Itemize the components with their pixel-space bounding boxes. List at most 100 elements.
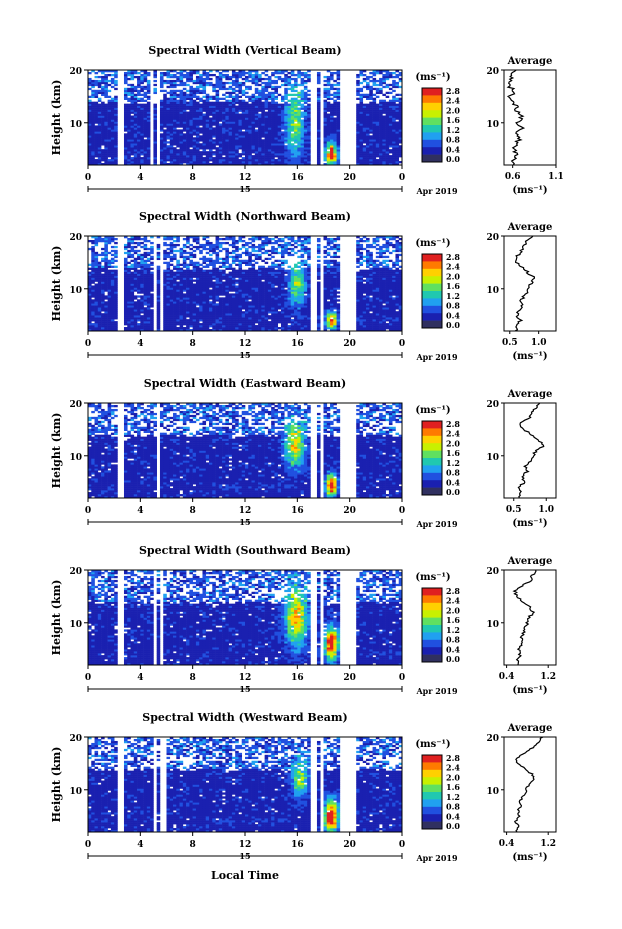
heatmap-cell: [130, 309, 135, 312]
heatmap-cell: [189, 319, 193, 322]
heatmap-cell: [362, 151, 367, 154]
heatmap-cell: [395, 147, 400, 150]
heatmap-cell: [192, 93, 197, 97]
heatmap-cell: [218, 115, 223, 118]
heatmap-cell: [182, 285, 187, 288]
heatmap-cell: [94, 79, 99, 83]
heatmap-cell: [356, 109, 360, 112]
heatmap-cell: [101, 247, 105, 251]
heatmap-cell: [146, 317, 151, 320]
heatmap-cell: [140, 103, 144, 106]
heatmap-cell: [241, 147, 246, 150]
heatmap-cell: [366, 109, 370, 112]
heatmap-cell: [251, 77, 256, 81]
heatmap-cell: [231, 97, 236, 100]
heatmap-cell: [104, 261, 108, 265]
heatmap-cell: [173, 139, 177, 142]
heatmap-cell: [333, 127, 337, 130]
heatmap-cell: [248, 123, 252, 126]
heatmap-cell: [356, 73, 360, 77]
heatmap-cell: [212, 89, 216, 93]
heatmap-cell: [356, 83, 360, 87]
heatmap-cell: [179, 79, 184, 83]
heatmap-cell: [101, 313, 105, 316]
heatmap-cell: [88, 163, 92, 166]
heatmap-cell: [316, 153, 321, 156]
heatmap-cell: [231, 153, 236, 156]
heatmap-cell: [192, 309, 197, 312]
heatmap-cell: [130, 279, 135, 282]
heatmap-cell: [388, 139, 393, 142]
heatmap-cell: [156, 307, 161, 310]
heatmap-cell: [143, 107, 148, 110]
heatmap-cell: [104, 239, 108, 243]
heatmap-cell: [284, 93, 288, 97]
heatmap-cell: [398, 155, 403, 158]
heatmap-cell: [258, 107, 262, 110]
heatmap-cell: [264, 85, 269, 89]
heatmap-cell: [94, 119, 99, 122]
heatmap-cell: [297, 119, 301, 122]
heatmap-cell: [179, 303, 184, 306]
heatmap-cell: [195, 265, 200, 268]
heatmap-cell: [225, 135, 229, 138]
heatmap-cell: [375, 111, 380, 114]
heatmap-cell: [254, 113, 259, 116]
heatmap-cell: [372, 101, 377, 104]
heatmap-cell: [316, 137, 321, 140]
heatmap-cell: [166, 147, 171, 150]
heatmap-cell: [182, 269, 187, 272]
heatmap-cell: [267, 119, 272, 122]
heatmap-cell: [258, 145, 262, 148]
heatmap-cell: [166, 265, 171, 268]
heatmap-cell: [388, 121, 393, 124]
heatmap-cell: [130, 89, 135, 93]
heatmap-cell: [303, 147, 308, 150]
heatmap-cell: [97, 287, 102, 290]
heatmap-cell: [192, 327, 197, 330]
heatmap-cell: [379, 99, 383, 102]
heatmap-cell: [166, 325, 171, 328]
heatmap-cell: [173, 123, 177, 126]
heatmap-cell: [137, 127, 141, 130]
heatmap-cell: [382, 73, 386, 77]
heatmap-cell: [140, 79, 144, 83]
heatmap-cell: [199, 271, 203, 274]
heatmap-cell: [91, 311, 95, 314]
heatmap-cell: [179, 249, 184, 253]
heatmap-cell: [186, 97, 190, 100]
heatmap-cell: [215, 241, 220, 245]
heatmap-cell: [395, 135, 400, 138]
heatmap-cell: [303, 143, 308, 146]
heatmap-cell: [88, 157, 92, 160]
heatmap-cell: [88, 113, 92, 116]
heatmap-cell: [241, 109, 246, 112]
heatmap-cell: [94, 133, 99, 136]
heatmap-cell: [238, 137, 243, 140]
heatmap-cell: [356, 155, 360, 158]
heatmap-cell: [143, 287, 148, 290]
heatmap-cell: [114, 309, 118, 312]
heatmap-cell: [388, 107, 393, 110]
heatmap-cell: [228, 133, 233, 136]
heatmap-cell: [97, 236, 102, 239]
heatmap-cell: [163, 307, 167, 310]
heatmap-cell: [366, 145, 370, 148]
heatmap-cell: [254, 163, 259, 166]
heatmap-cell: [133, 107, 138, 110]
heatmap-cell: [241, 161, 246, 164]
heatmap-cell: [333, 123, 337, 126]
heatmap-cell: [88, 285, 92, 288]
heatmap-cell: [202, 133, 207, 136]
heatmap-cell: [130, 239, 135, 243]
heatmap-cell: [297, 135, 301, 138]
heatmap-cell: [205, 257, 210, 261]
heatmap-cell: [91, 129, 95, 132]
heatmap-cell: [277, 159, 282, 162]
heatmap-cell: [107, 329, 112, 332]
heatmap-cell: [159, 103, 164, 106]
heatmap-cell: [176, 121, 180, 124]
heatmap-cell: [195, 281, 200, 284]
heatmap-cell: [88, 297, 92, 300]
heatmap-cell: [359, 123, 364, 126]
